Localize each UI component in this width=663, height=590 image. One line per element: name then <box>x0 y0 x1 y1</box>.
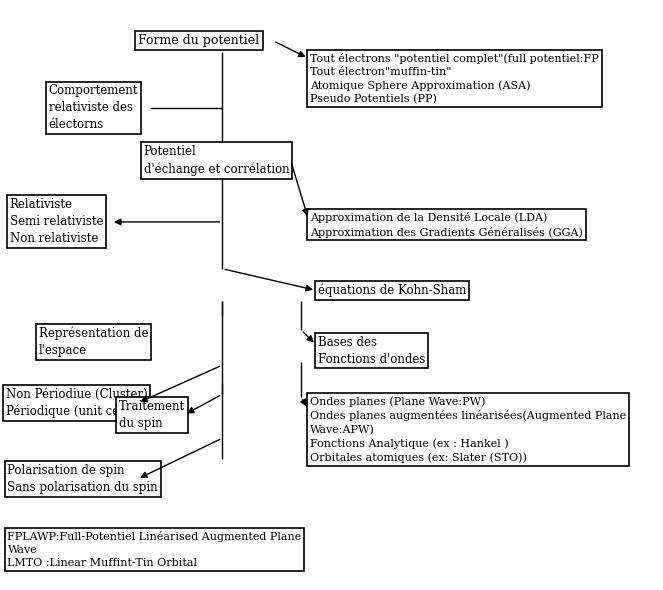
Text: Relativiste
Semi relativiste
Non relativiste: Relativiste Semi relativiste Non relativ… <box>10 198 103 245</box>
Text: Comportement
relativiste des
électorns: Comportement relativiste des électorns <box>49 84 139 132</box>
Text: Tout électrons "potentiel complet"(full potentiel:FP
Tout électron"muffin-tin"
A: Tout électrons "potentiel complet"(full … <box>310 53 599 104</box>
Text: Ondes planes (Plane Wave:PW)
Ondes planes augmentées linéarisées(Augmented Plane: Ondes planes (Plane Wave:PW) Ondes plane… <box>310 396 627 463</box>
Text: Potentiel
d'échange et corrélation: Potentiel d'échange et corrélation <box>144 145 289 176</box>
Text: Traitement
du spin: Traitement du spin <box>119 400 185 430</box>
Text: Approximation de la Densité Locale (LDA)
Approximation des Gradients Généralisés: Approximation de la Densité Locale (LDA)… <box>310 212 583 238</box>
Text: Polarisation de spin
Sans polarisation du spin: Polarisation de spin Sans polarisation d… <box>7 464 158 494</box>
Text: équations de Kohn-Sham: équations de Kohn-Sham <box>318 284 466 297</box>
Text: Représentation de
l'espace: Représentation de l'espace <box>38 326 149 357</box>
Text: Forme du potentiel: Forme du potentiel <box>139 34 259 47</box>
Text: Non Périodiue (Cluster)
Périodique (unit cell): Non Périodiue (Cluster) Périodique (unit… <box>6 388 147 418</box>
Text: FPLAWP:Full-Potentiel Linéarised Augmented Plane
Wave
LMTO :Linear Muffint-Tin O: FPLAWP:Full-Potentiel Linéarised Augment… <box>7 530 302 568</box>
Text: Bases des
Fonctions d'ondes: Bases des Fonctions d'ondes <box>318 336 425 366</box>
